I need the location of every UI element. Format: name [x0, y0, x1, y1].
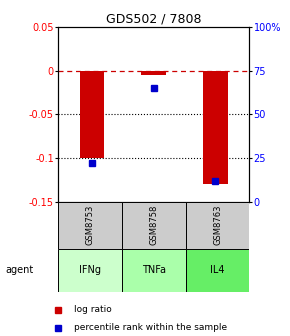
Bar	[58, 202, 122, 249]
Text: GSM8753: GSM8753	[85, 205, 95, 245]
Bar	[186, 202, 249, 249]
Bar	[186, 249, 249, 292]
Bar	[58, 249, 122, 292]
Bar	[141, 71, 166, 75]
Text: agent: agent	[6, 265, 34, 276]
Bar	[122, 202, 186, 249]
Bar	[80, 71, 104, 158]
Text: log ratio: log ratio	[74, 305, 112, 314]
Text: TNFa: TNFa	[142, 265, 166, 276]
Text: GSM8763: GSM8763	[213, 205, 222, 245]
Text: GSM8758: GSM8758	[149, 205, 158, 245]
Title: GDS502 / 7808: GDS502 / 7808	[106, 13, 202, 26]
Text: percentile rank within the sample: percentile rank within the sample	[74, 324, 227, 332]
Text: IL4: IL4	[210, 265, 225, 276]
Bar	[203, 71, 228, 184]
Text: IFNg: IFNg	[79, 265, 101, 276]
Bar	[122, 249, 186, 292]
